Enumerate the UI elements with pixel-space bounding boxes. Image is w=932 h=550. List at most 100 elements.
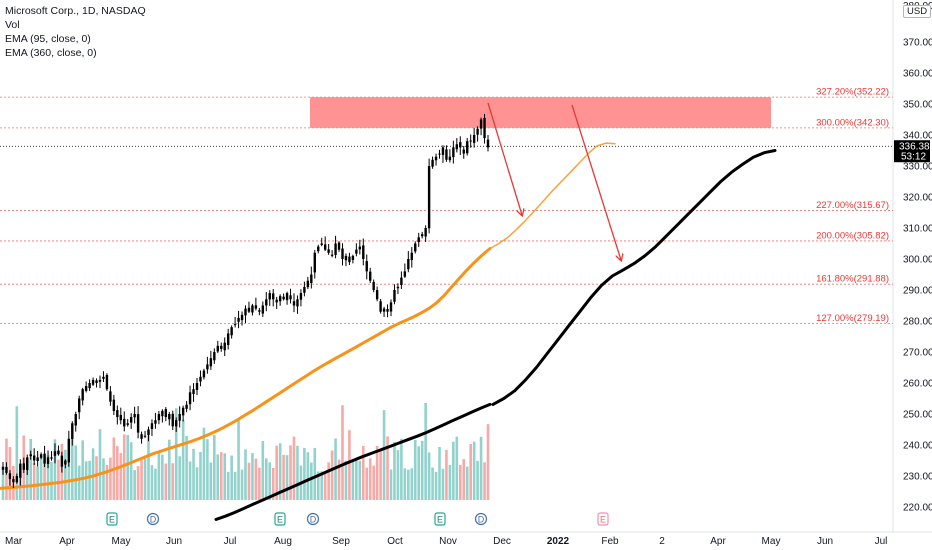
candle-body xyxy=(483,117,486,139)
price-tick-label: 250.00 xyxy=(903,410,932,421)
candle-body xyxy=(188,392,192,405)
candle-body xyxy=(337,242,341,250)
candle-body xyxy=(57,450,60,455)
volume-bar xyxy=(57,459,60,500)
candle-body xyxy=(178,414,181,421)
volume-bar xyxy=(427,452,431,500)
volume-bar xyxy=(147,430,150,500)
volume-bar xyxy=(254,458,258,500)
candle-body xyxy=(240,314,244,321)
time-tick-label: Oct xyxy=(387,536,403,547)
candle-body xyxy=(213,352,216,361)
candle-body xyxy=(452,147,455,158)
price-tick-label: 270.00 xyxy=(903,348,932,359)
volume-bar xyxy=(43,455,46,500)
volume-bar xyxy=(431,467,434,500)
candle-body xyxy=(365,261,368,272)
time-tick-label: Jul xyxy=(224,536,237,547)
volume-bar xyxy=(465,466,469,500)
candle-body xyxy=(39,454,43,458)
candle-body xyxy=(278,296,282,302)
candle-body xyxy=(355,249,358,254)
candle-body xyxy=(289,295,292,300)
candle-body xyxy=(285,293,289,301)
resistance-zone-layer[interactable] xyxy=(310,97,771,128)
grid xyxy=(0,0,932,533)
time-tick-label: Jun xyxy=(166,536,182,547)
volume-bar xyxy=(233,471,237,500)
earnings-marker xyxy=(597,512,609,526)
candle-body xyxy=(441,147,445,155)
candle-body xyxy=(60,455,64,467)
candle-body xyxy=(272,293,275,300)
candle-body xyxy=(143,435,147,437)
candle-body xyxy=(209,358,213,367)
volume-bar xyxy=(46,455,50,500)
price-axis[interactable]: 220.00 230.00 240.00 250.00 260.00 270.00 280.… xyxy=(894,1,932,514)
volume-bar xyxy=(458,464,462,500)
volume-bar xyxy=(95,456,98,500)
volume-bar xyxy=(140,460,143,500)
time-tick-label: Feb xyxy=(601,536,619,547)
candle-body xyxy=(133,414,136,418)
volume-bar xyxy=(344,460,348,500)
volume-bar xyxy=(164,463,168,500)
candle-body xyxy=(341,248,344,259)
volume-bar xyxy=(116,446,119,500)
resistance-zone xyxy=(310,97,771,128)
volume-bar xyxy=(133,470,136,500)
volume-bar xyxy=(143,457,147,500)
volume-bar xyxy=(271,467,275,500)
volume-bar xyxy=(216,454,220,500)
volume-bar xyxy=(174,408,178,500)
volume-bar xyxy=(348,430,351,500)
time-tick-label: May xyxy=(762,536,781,547)
volume-bar xyxy=(303,448,306,500)
volume-bar xyxy=(126,435,130,500)
volume-bar xyxy=(472,441,476,500)
candle-body xyxy=(185,404,188,409)
candle-body xyxy=(303,286,306,293)
candle-body xyxy=(226,333,230,346)
candle-body xyxy=(282,296,285,300)
volume-bar xyxy=(448,464,452,500)
volume-bar xyxy=(393,442,396,500)
fib-label: 161.80%(291.88) xyxy=(816,274,889,285)
projection-arrows[interactable] xyxy=(487,102,621,260)
price-tick-label: 300.00 xyxy=(903,255,932,266)
time-tick-label: Sep xyxy=(332,536,350,547)
volume-bar xyxy=(1,467,5,500)
candle-body xyxy=(175,420,178,427)
time-axis[interactable]: Mar Apr May Jun Jul Aug Sep Oct Nov Dec 2022 Feb 2 Ap… xyxy=(5,536,887,547)
candle-body xyxy=(29,454,32,457)
candle-body xyxy=(317,246,320,252)
candle-body xyxy=(1,466,5,470)
volume-bar xyxy=(358,460,362,500)
volume-bar xyxy=(167,439,171,500)
volume-bar xyxy=(185,435,188,500)
volume-bar xyxy=(292,436,296,500)
candle-body xyxy=(67,438,71,463)
volume-bar xyxy=(213,434,216,500)
volume-bar xyxy=(400,438,403,500)
volume-bar xyxy=(98,429,102,500)
earnings-marker xyxy=(434,512,446,526)
currency-button[interactable]: USD xyxy=(903,5,932,18)
candle-body xyxy=(445,149,448,160)
volume-bar xyxy=(181,419,185,500)
dividend-marker xyxy=(146,512,160,526)
candle-body xyxy=(22,463,25,470)
candle-body xyxy=(168,414,171,420)
event-letter: D xyxy=(150,515,157,525)
candle-body xyxy=(358,246,362,250)
time-tick-label: 2022 xyxy=(547,536,570,547)
volume-bar xyxy=(261,440,265,500)
volume-bar xyxy=(102,458,105,500)
volume-bar xyxy=(278,443,282,500)
price-tick-label: 320.00 xyxy=(903,193,932,204)
candle-body xyxy=(393,290,396,302)
volume-bar xyxy=(413,439,417,500)
